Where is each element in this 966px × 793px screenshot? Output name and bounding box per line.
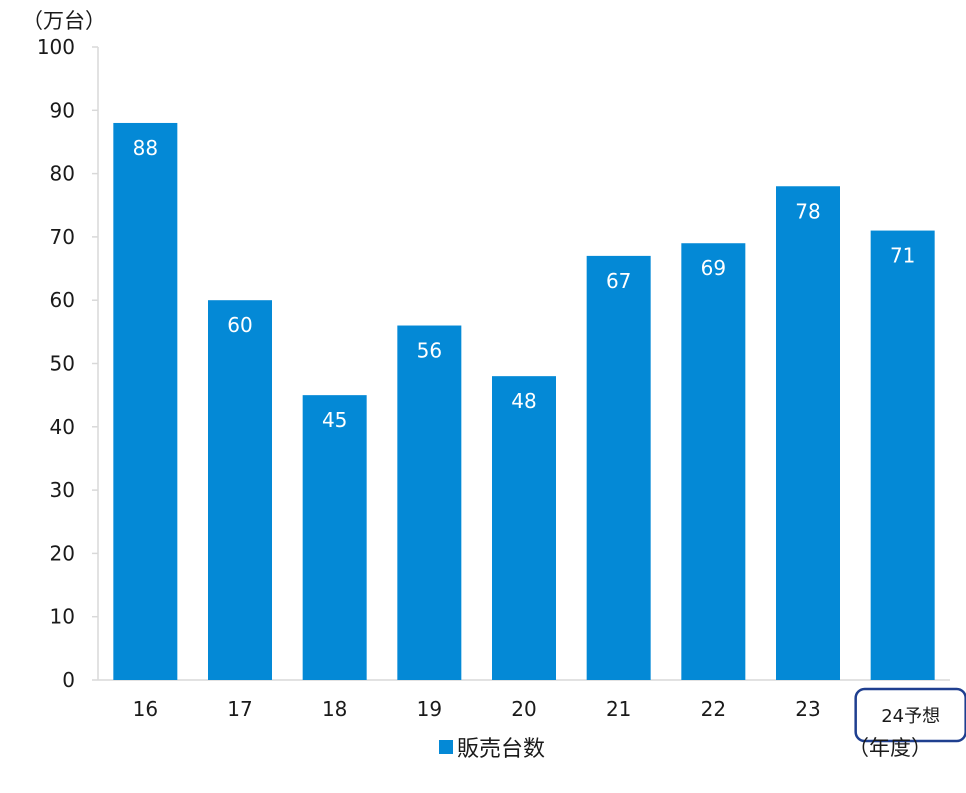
bar [870, 230, 935, 680]
bar-data-label: 48 [511, 389, 536, 413]
y-axis-ticks: 0 10 20 30 40 50 60 70 80 90 100 [37, 35, 98, 692]
bar [302, 395, 367, 680]
bar-data-label: 78 [795, 199, 820, 223]
bar-data-label: 69 [701, 256, 726, 280]
x-tick-label: 18 [322, 697, 347, 721]
y-tick-label: 60 [50, 288, 75, 312]
x-tick-label: 16 [133, 697, 158, 721]
bar-data-label: 88 [133, 136, 158, 160]
bar [681, 243, 746, 681]
bar [113, 122, 178, 680]
bar-data-label: 56 [417, 339, 442, 363]
x-axis-ticks: 16 17 18 19 20 21 22 23 24予想 [133, 687, 966, 743]
y-tick-label: 20 [50, 541, 75, 565]
bar-series: 88 60 45 56 48 67 69 78 71 [113, 122, 935, 681]
x-tick-label: 20 [511, 697, 536, 721]
legend-label: 販売台数 [457, 737, 545, 762]
x-tick-label: 24予想 [881, 706, 940, 727]
bar [492, 376, 556, 680]
y-tick-label: 50 [50, 352, 75, 376]
y-tick-label: 80 [50, 162, 75, 186]
bar [397, 325, 462, 680]
x-tick-label: 22 [701, 697, 726, 721]
bar [776, 186, 840, 680]
y-tick-label: 0 [62, 668, 75, 692]
x-tick-label: 23 [795, 697, 820, 721]
x-tick-label: 17 [227, 697, 252, 721]
y-tick-label: 40 [50, 415, 75, 439]
x-tick-label: 21 [606, 697, 631, 721]
y-tick-label: 70 [50, 225, 75, 249]
x-tick-label: 19 [417, 697, 442, 721]
bar-data-label: 45 [322, 408, 347, 432]
y-axis-unit-label: （万台） [22, 9, 106, 33]
y-tick-label: 90 [50, 98, 75, 122]
bar-data-label: 60 [227, 313, 252, 337]
legend-swatch [439, 740, 453, 754]
bar [208, 300, 272, 680]
y-tick-label: 30 [50, 478, 75, 502]
y-tick-label: 10 [50, 605, 75, 629]
bar-data-label: 71 [890, 244, 915, 268]
y-tick-label: 100 [37, 35, 75, 59]
bar-data-label: 67 [606, 269, 631, 293]
bar [586, 255, 651, 680]
x-axis-unit-label: （年度） [848, 736, 932, 760]
